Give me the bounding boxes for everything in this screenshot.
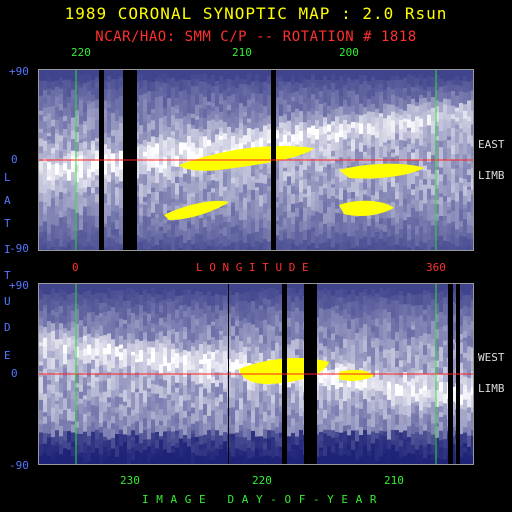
- latitude-letter: A: [4, 194, 11, 207]
- west-limb-map-panel: [38, 283, 474, 465]
- west-limb-map-image: [39, 284, 473, 464]
- top-lat-plus90: +90: [9, 65, 29, 78]
- west-limb-label: LIMB: [478, 382, 505, 395]
- top-axis-label-210: 210: [232, 46, 252, 59]
- latitude-letter: E: [4, 349, 11, 362]
- map-title: 1989 CORONAL SYNOPTIC MAP : 2.0 Rsun: [64, 4, 448, 23]
- bottom-axis-label-230: 230: [120, 474, 140, 487]
- top-lat-minus90: -90: [9, 242, 29, 255]
- bottom-lat-plus90: +90: [9, 279, 29, 292]
- latitude-letter: L: [4, 171, 11, 184]
- latitude-letter: I: [4, 243, 11, 256]
- east-limb-map-image: [39, 70, 473, 250]
- image-day-of-year-label: I M A G E D A Y - O F - Y E A R: [142, 493, 378, 506]
- bottom-lat-zero: 0: [11, 367, 18, 380]
- latitude-letter: U: [4, 295, 11, 308]
- east-limb-map-panel: [38, 69, 474, 251]
- longitude-label: L O N G I T U D E: [196, 261, 309, 274]
- west-label: WEST: [478, 351, 505, 364]
- top-axis-label-220: 220: [71, 46, 91, 59]
- top-lat-zero: 0: [11, 153, 18, 166]
- bright-streamer: [339, 369, 374, 381]
- bright-streamer: [179, 145, 314, 171]
- top-axis-label-200: 200: [339, 46, 359, 59]
- latitude-letter: D: [4, 321, 11, 334]
- latitude-letter: T: [4, 217, 11, 230]
- bottom-axis-label-220: 220: [252, 474, 272, 487]
- east-limb-label: LIMB: [478, 169, 505, 182]
- bottom-lat-minus90: -90: [9, 459, 29, 472]
- bright-streamer: [164, 200, 229, 220]
- latitude-letter: T: [4, 269, 11, 282]
- east-label: EAST: [478, 138, 505, 151]
- bright-streamer: [339, 200, 394, 216]
- longitude-zero: 0: [72, 261, 79, 274]
- longitude-360: 360: [426, 261, 446, 274]
- bright-streamer: [339, 163, 424, 179]
- map-subtitle: NCAR/HAO: SMM C/P -- ROTATION # 1818: [95, 29, 417, 45]
- bottom-axis-label-210: 210: [384, 474, 404, 487]
